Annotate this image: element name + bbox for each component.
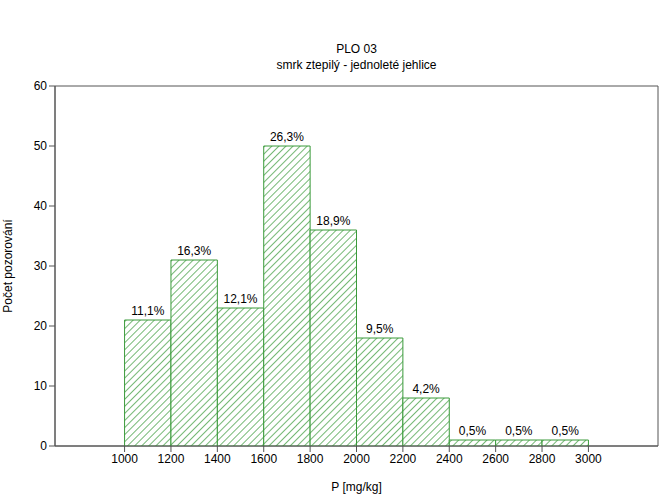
svg-text:12,1%: 12,1% (224, 292, 258, 306)
svg-text:16,3%: 16,3% (177, 244, 211, 258)
svg-text:0,5%: 0,5% (459, 424, 487, 438)
svg-text:2400: 2400 (436, 452, 463, 466)
svg-text:1600: 1600 (250, 452, 277, 466)
svg-text:10: 10 (34, 379, 48, 393)
svg-text:1800: 1800 (297, 452, 324, 466)
svg-text:Počet pozorování: Počet pozorování (8, 219, 15, 313)
svg-text:30: 30 (34, 259, 48, 273)
html-text:PLO 03: PLO 03 (336, 42, 377, 56)
svg-text:1200: 1200 (158, 452, 185, 466)
svg-text:3000: 3000 (575, 452, 602, 466)
svg-text:9,5%: 9,5% (366, 322, 394, 336)
svg-text:60: 60 (34, 79, 48, 93)
svg-text:1400: 1400 (204, 452, 231, 466)
svg-text:P [mg/kg]: P [mg/kg] (331, 480, 381, 494)
svg-text:40: 40 (34, 199, 48, 213)
svg-text:0: 0 (40, 439, 47, 453)
svg-text:0,5%: 0,5% (552, 424, 580, 438)
svg-text:2600: 2600 (482, 452, 509, 466)
svg-text:2000: 2000 (343, 452, 370, 466)
svg-text:20: 20 (34, 319, 48, 333)
svg-text:11,1%: 11,1% (131, 304, 164, 318)
html-text:smrk ztepilý - jednoleté jehli: smrk ztepilý - jednoleté jehlice (276, 58, 437, 72)
svg-text:26,3%: 26,3% (270, 130, 304, 144)
svg-text:50: 50 (34, 139, 48, 153)
svg-text:1000: 1000 (111, 452, 138, 466)
svg-text:0,5%: 0,5% (505, 424, 533, 438)
svg-text:2200: 2200 (390, 452, 417, 466)
svg-text:18,9%: 18,9% (316, 214, 350, 228)
svg-text:2800: 2800 (529, 452, 556, 466)
svg-text:4,2%: 4,2% (412, 382, 440, 396)
